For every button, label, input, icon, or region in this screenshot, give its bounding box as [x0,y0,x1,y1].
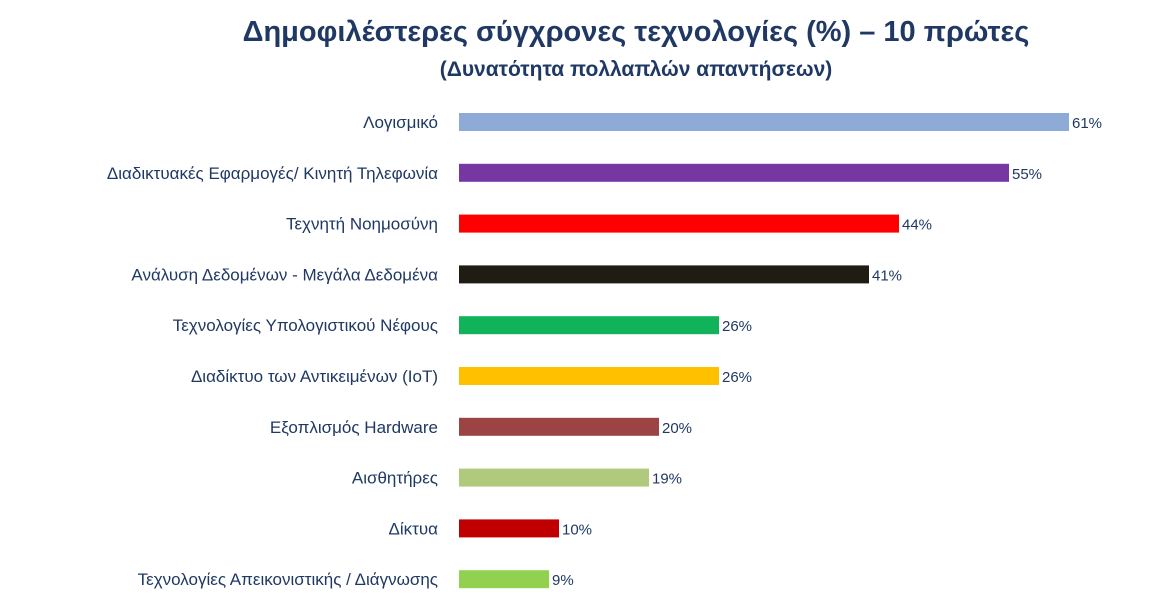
chart-subtitle: (Δυνατότητα πολλαπλών απαντήσεων) [439,58,833,81]
category-label: Τεχνητή Νοημοσύνη [286,215,438,234]
bar [459,519,559,538]
value-label: 20% [662,420,692,437]
bar [459,570,549,589]
bar [459,265,869,284]
category-label: Τεχνολογίες Υπολογιστικού Νέφους [173,316,438,335]
value-label: 26% [722,318,752,335]
bar [459,163,1009,182]
bar [459,417,659,436]
value-label: 10% [562,521,592,538]
value-label: 61% [1072,115,1102,132]
category-label: Διαδίκτυο των Αντικειμένων (IoT) [191,367,438,386]
value-label: 44% [902,217,932,234]
chart-title: Δημοφιλέστερες σύγχρονες τεχνολογίες (%)… [242,16,1030,48]
category-label: Δίκτυα [389,519,439,538]
value-label: 19% [652,471,682,488]
value-label: 41% [872,267,902,284]
category-label: Διαδικτυακές Εφαρμογές/ Κινητή Τηλεφωνία [107,164,438,183]
category-label: Εξοπλισμός Hardware [270,418,438,437]
bar [459,367,719,385]
bar [459,113,1069,131]
value-label: 26% [722,369,752,386]
bar [459,468,649,487]
category-label: Αισθητήρες [352,469,438,488]
bar [459,316,719,335]
category-label: Λογισμικό [363,113,438,132]
bar [459,214,899,233]
value-label: 55% [1012,166,1042,183]
value-label: 9% [552,572,574,589]
category-label: Ανάλυση Δεδομένων - Μεγάλα Δεδομένα [131,265,438,284]
category-label: Τεχνολογίες Απεικονιστικής / Διάγνωσης [138,570,438,589]
